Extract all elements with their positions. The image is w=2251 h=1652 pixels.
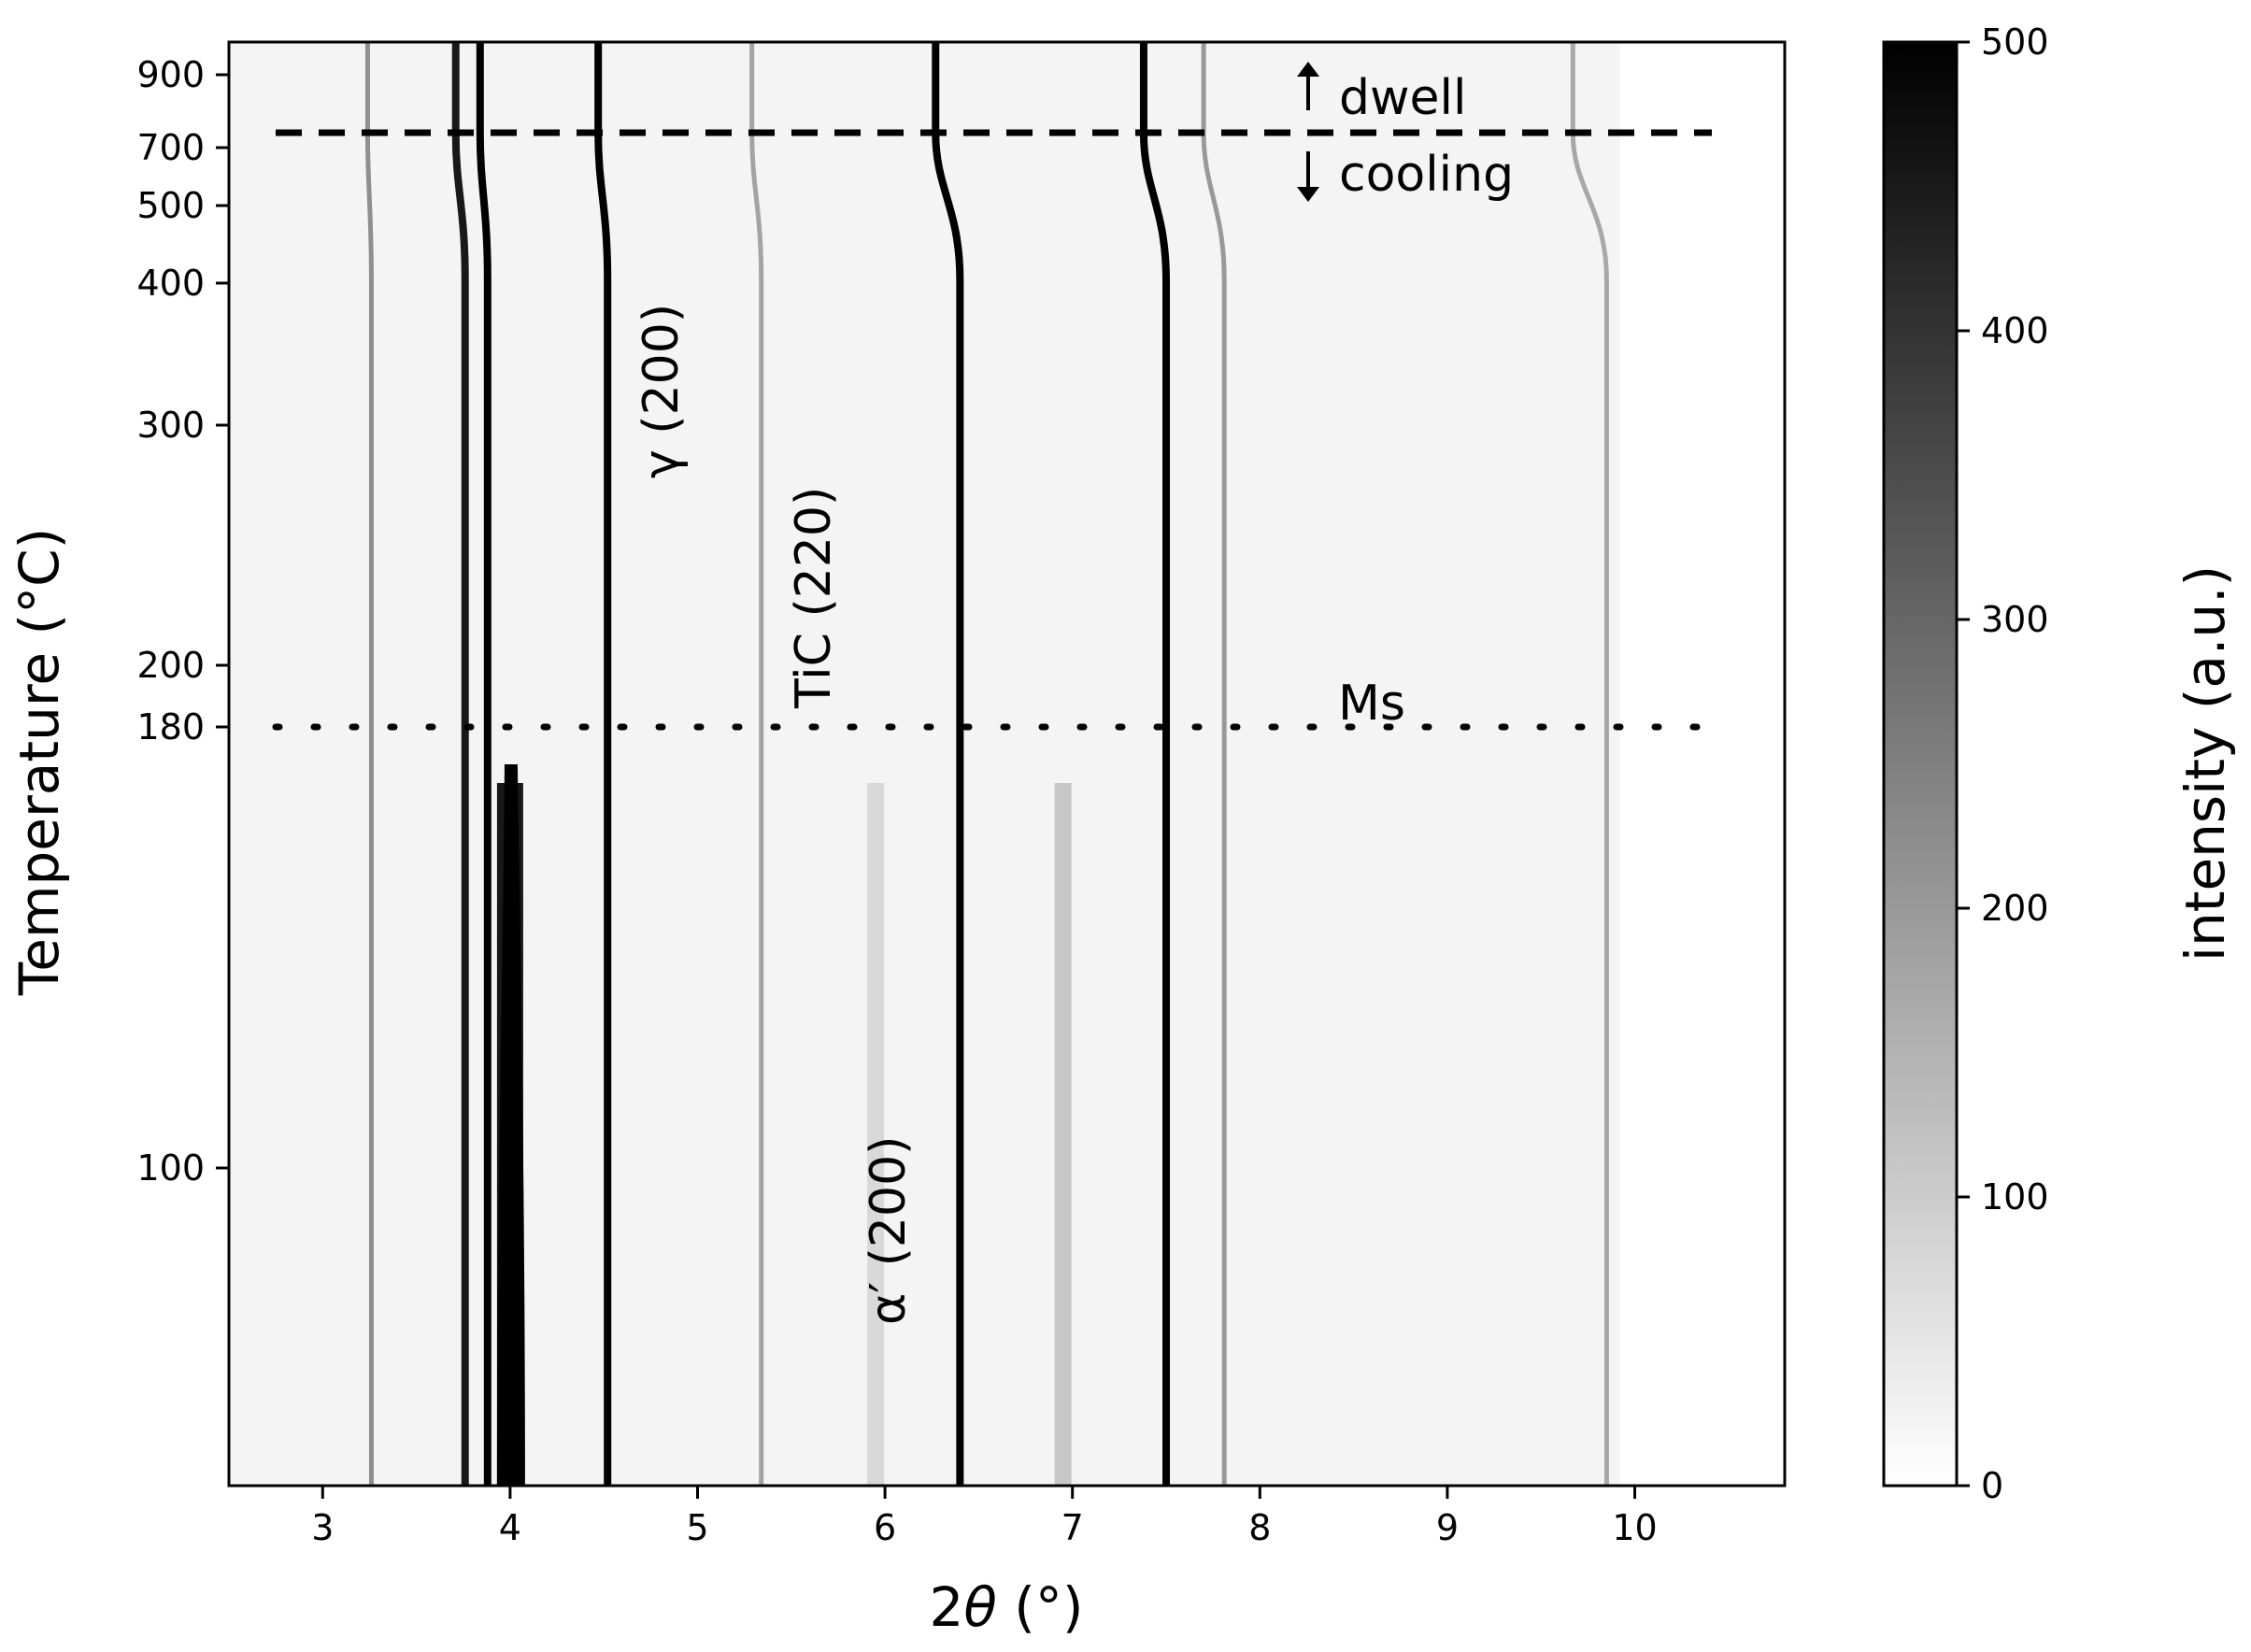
x-tick-label: 7 — [1061, 1507, 1084, 1548]
x-tick-label: 9 — [1436, 1507, 1459, 1548]
y-tick-label: 700 — [136, 127, 205, 168]
colorbar-axis: 0 100 200 300 400 500 — [1957, 21, 2049, 1506]
x-tick-label: 4 — [499, 1507, 521, 1548]
x-tick-label: 10 — [1612, 1507, 1657, 1548]
heatmap-peaks — [364, 42, 1609, 1486]
x-tick-label: 3 — [311, 1507, 334, 1548]
colorbar-title: intensity (a.u.) — [2173, 565, 2237, 961]
y-tick-label: 200 — [136, 645, 205, 686]
heatmap-peak-trace — [1139, 42, 1171, 1486]
heatmap-peak-trace — [749, 42, 764, 1486]
heatmap-background — [229, 42, 1620, 1486]
heatmap-peak-trace — [1201, 42, 1227, 1486]
cooling-annotation: cooling — [1297, 147, 1514, 203]
cooling-label: cooling — [1339, 147, 1514, 203]
plot-frame — [227, 40, 1787, 1488]
colorbar-tick-label: 200 — [1981, 888, 2049, 929]
ms-label: Ms — [1338, 676, 1405, 732]
y-tick-label: 400 — [136, 263, 205, 304]
y-tick-label: 100 — [136, 1147, 205, 1189]
colorbar-tick-label: 300 — [1981, 599, 2049, 640]
y-tick-label: 180 — [136, 706, 205, 748]
colorbar-tick-label: 100 — [1981, 1176, 2049, 1218]
colorbar-tick-label: 400 — [1981, 310, 2049, 351]
heatmap-peak-trace — [1570, 42, 1609, 1486]
down-arrow-head-icon — [1297, 187, 1319, 202]
y-axis: 900 700 500 400 300 200 180 100 — [136, 54, 229, 1189]
x-axis: 3 4 5 6 7 8 9 10 — [311, 1486, 1658, 1548]
x-tick-label: 6 — [874, 1507, 896, 1548]
x-axis-title: 2θ (°) — [929, 1575, 1083, 1639]
colorbar — [1882, 40, 1959, 1488]
up-arrow-head-icon — [1297, 62, 1319, 77]
y-tick-label: 300 — [136, 405, 205, 446]
alpha-prime-200-label: α′ (200) — [861, 1136, 917, 1325]
y-tick-label: 900 — [136, 54, 205, 95]
y-tick-label: 500 — [136, 185, 205, 226]
colorbar-tick-label: 0 — [1981, 1465, 2003, 1506]
heatmap-peak-trace — [594, 42, 612, 1486]
x-tick-label: 5 — [686, 1507, 708, 1548]
heatmap-peak-trace — [476, 42, 492, 1486]
heatmap-peak-trace — [932, 42, 964, 1486]
dwell-label: dwell — [1339, 70, 1466, 126]
heatmap-peak-trace — [451, 42, 469, 1486]
heatmap-peak-trace — [496, 764, 525, 1486]
tic-220-label: TiC (220) — [786, 487, 842, 709]
colorbar-tick-label: 500 — [1981, 21, 2049, 63]
dwell-annotation: dwell — [1297, 62, 1466, 126]
gamma-200-label: γ (200) — [634, 304, 690, 478]
x-tick-label: 8 — [1248, 1507, 1271, 1548]
y-axis-title: Temperature (°C) — [7, 528, 71, 997]
heatmap-peak-trace — [364, 42, 374, 1486]
